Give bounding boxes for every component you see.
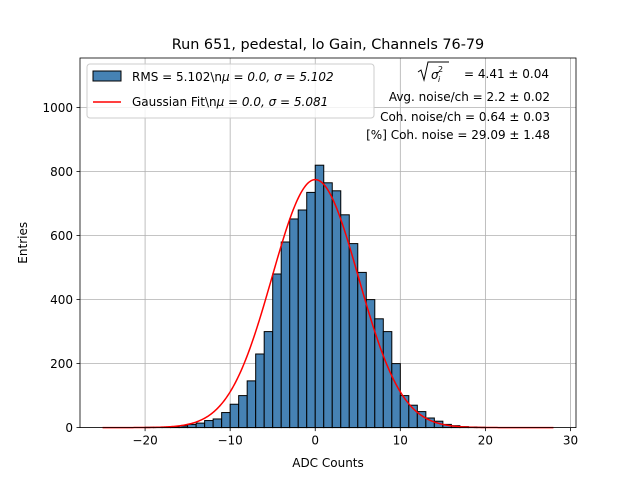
histogram-bar [357, 271, 367, 429]
legend-histogram-label: RMS = 5.102\n [132, 70, 222, 84]
histogram-bar [306, 191, 316, 429]
x-tick-label: −20 [132, 434, 157, 448]
x-tick-label: 30 [563, 434, 578, 448]
x-tick-label: −10 [217, 434, 242, 448]
x-axis-ticks: −20 −10 0 10 20 30 [132, 427, 578, 448]
x-axis-label: ADC Counts [292, 456, 364, 470]
histogram-bar [272, 273, 282, 429]
histogram-bar [246, 380, 257, 429]
avg-noise-text: Avg. noise/ch = 2.2 ± 0.02 [389, 90, 550, 104]
histogram-bar [212, 418, 223, 429]
sigma-symbol: σ [431, 68, 439, 82]
histogram-bar [280, 241, 291, 429]
y-axis-label: Entries [16, 222, 30, 264]
y-tick-label: 400 [50, 293, 73, 307]
histogram-bar [399, 395, 410, 429]
x-tick-label: 0 [311, 434, 319, 448]
sigma-squared-value: = 4.41 ± 0.04 [464, 67, 549, 81]
sigma-subscript: i [438, 75, 441, 84]
plot-frame [79, 57, 577, 429]
sqrt-radical-icon [417, 61, 449, 82]
legend-entry-fit: Gaussian Fit\nμ = 0.0, σ = 5.081 [132, 95, 328, 109]
legend-bar-swatch [92, 70, 122, 82]
histogram-bar [221, 412, 231, 429]
legend-histogram-mu: μ = 0.0, [221, 70, 274, 84]
histogram-bar [229, 403, 240, 429]
histogram-bar [331, 190, 342, 429]
y-axis-ticks: 0 200 400 600 800 1000 [42, 101, 80, 435]
histogram-bar [263, 331, 274, 429]
legend-fit-mu: μ = 0.0, [216, 95, 269, 109]
legend-entry-histogram: RMS = 5.102\nμ = 0.0, σ = 5.102 [132, 70, 334, 84]
histogram-bar [391, 363, 401, 429]
stats-annotations: σ 2 i = 4.41 ± 0.04 Avg. noise/ch = 2.2 … [366, 61, 550, 142]
legend: RMS = 5.102\nμ = 0.0, σ = 5.102 Gaussian… [86, 63, 375, 119]
y-tick-label: 1000 [42, 101, 73, 115]
y-tick-label: 600 [50, 229, 73, 243]
histogram-bars [144, 164, 486, 429]
legend-fit-label: Gaussian Fit\n [132, 95, 217, 109]
coh-noise-text: Coh. noise/ch = 0.64 ± 0.03 [380, 110, 550, 124]
chart-title: Run 651, pedestal, lo Gain, Channels 76-… [172, 37, 484, 53]
histogram-bar [297, 209, 308, 429]
histogram-bar [382, 331, 393, 429]
x-tick-label: 20 [478, 434, 493, 448]
legend-box [86, 63, 375, 119]
histogram-bar [204, 420, 214, 429]
y-tick-label: 200 [50, 357, 73, 371]
histogram-bar [255, 353, 265, 429]
legend-fit-sigma: σ = 5.081 [269, 95, 329, 109]
x-tick-label: 10 [393, 434, 408, 448]
histogram-bar [314, 164, 325, 429]
legend-histogram-sigma: σ = 5.102 [274, 70, 334, 84]
histogram-bar [289, 218, 299, 429]
histogram-bar [238, 395, 248, 429]
y-tick-label: 800 [50, 165, 73, 179]
histogram-bar [340, 214, 350, 429]
y-tick-label: 0 [65, 421, 73, 435]
histogram-bar [323, 182, 333, 429]
sigma-superscript: 2 [438, 65, 443, 74]
sigma-squared-formula: σ 2 i [417, 61, 449, 84]
coh-noise-percent-text: [%] Coh. noise = 29.09 ± 1.48 [366, 128, 550, 142]
histogram-bar [195, 422, 206, 429]
